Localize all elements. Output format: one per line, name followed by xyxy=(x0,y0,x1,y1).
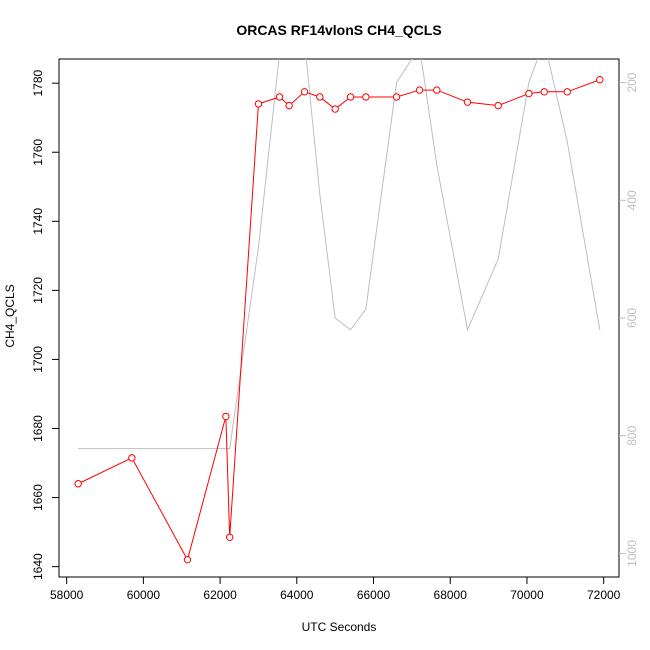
x-tick-label: 58000 xyxy=(50,588,84,602)
right-y-tick-label: 800 xyxy=(625,425,639,445)
ch4-point xyxy=(392,93,401,101)
altitude-series xyxy=(78,59,601,450)
right-y-tick-label: 1000 xyxy=(625,540,639,567)
y-tick-label: 1660 xyxy=(31,484,45,511)
y-tick-label: 1780 xyxy=(31,70,45,97)
x-tick-label: 70000 xyxy=(510,588,544,602)
ch4-point xyxy=(563,88,571,96)
ch4-point xyxy=(346,93,355,101)
ch4-point xyxy=(415,86,424,94)
ch4-point xyxy=(316,93,324,101)
y-tick-label: 1720 xyxy=(31,277,45,304)
x-tick-label: 72000 xyxy=(587,588,621,602)
ch4-point xyxy=(225,533,234,541)
y-tick-label: 1700 xyxy=(31,346,45,373)
x-axis-label: UTC Seconds xyxy=(302,620,377,634)
ch4-point xyxy=(540,88,548,96)
right-y-tick-label: 600 xyxy=(625,308,639,328)
ch4-line xyxy=(77,79,600,562)
right-y-tick-label: 200 xyxy=(625,72,639,92)
y-tick-label: 1640 xyxy=(31,553,45,580)
ch4-point xyxy=(183,556,192,564)
ch4-point xyxy=(222,412,230,421)
ch4-point xyxy=(433,86,441,94)
ch4-point xyxy=(254,100,263,108)
ch4-point xyxy=(331,105,339,113)
y-tick-label: 1680 xyxy=(31,415,45,442)
y-tick-label: 1760 xyxy=(31,139,45,166)
y-axis: 1640 1660 1680 1700 1720 1740 1760 1780 xyxy=(31,70,59,580)
x-tick-label: 64000 xyxy=(280,588,314,602)
ch4-point xyxy=(275,93,284,101)
y-tick-label: 1740 xyxy=(31,208,45,235)
plot-frame xyxy=(58,58,620,578)
ch4-point xyxy=(300,88,309,96)
ch4-point xyxy=(362,93,370,101)
x-axis: 58000 60000 62000 64000 66000 68000 70000 72000 xyxy=(50,577,621,602)
x-tick-label: 60000 xyxy=(127,588,161,602)
ch4-series xyxy=(74,76,604,564)
chart-title: ORCAS RF14vlonS CH4_QCLS xyxy=(236,22,441,38)
ch4-point xyxy=(596,76,604,84)
altitude-line xyxy=(78,59,601,450)
x-tick-label: 68000 xyxy=(434,588,468,602)
y-axis-label: CH4_QCLS xyxy=(3,284,17,347)
x-tick-label: 66000 xyxy=(357,588,391,602)
ch4-point xyxy=(128,454,136,462)
ch4-point xyxy=(525,89,533,98)
x-tick-label: 62000 xyxy=(203,588,237,602)
ch4-point xyxy=(285,101,293,110)
ch4-point xyxy=(494,101,502,110)
ch4-point xyxy=(74,480,82,488)
series-layer xyxy=(74,59,604,564)
ch4-point xyxy=(463,98,472,106)
right-y-axis: 200 400 600 800 1000 xyxy=(619,72,639,567)
right-y-tick-label: 400 xyxy=(625,190,639,210)
